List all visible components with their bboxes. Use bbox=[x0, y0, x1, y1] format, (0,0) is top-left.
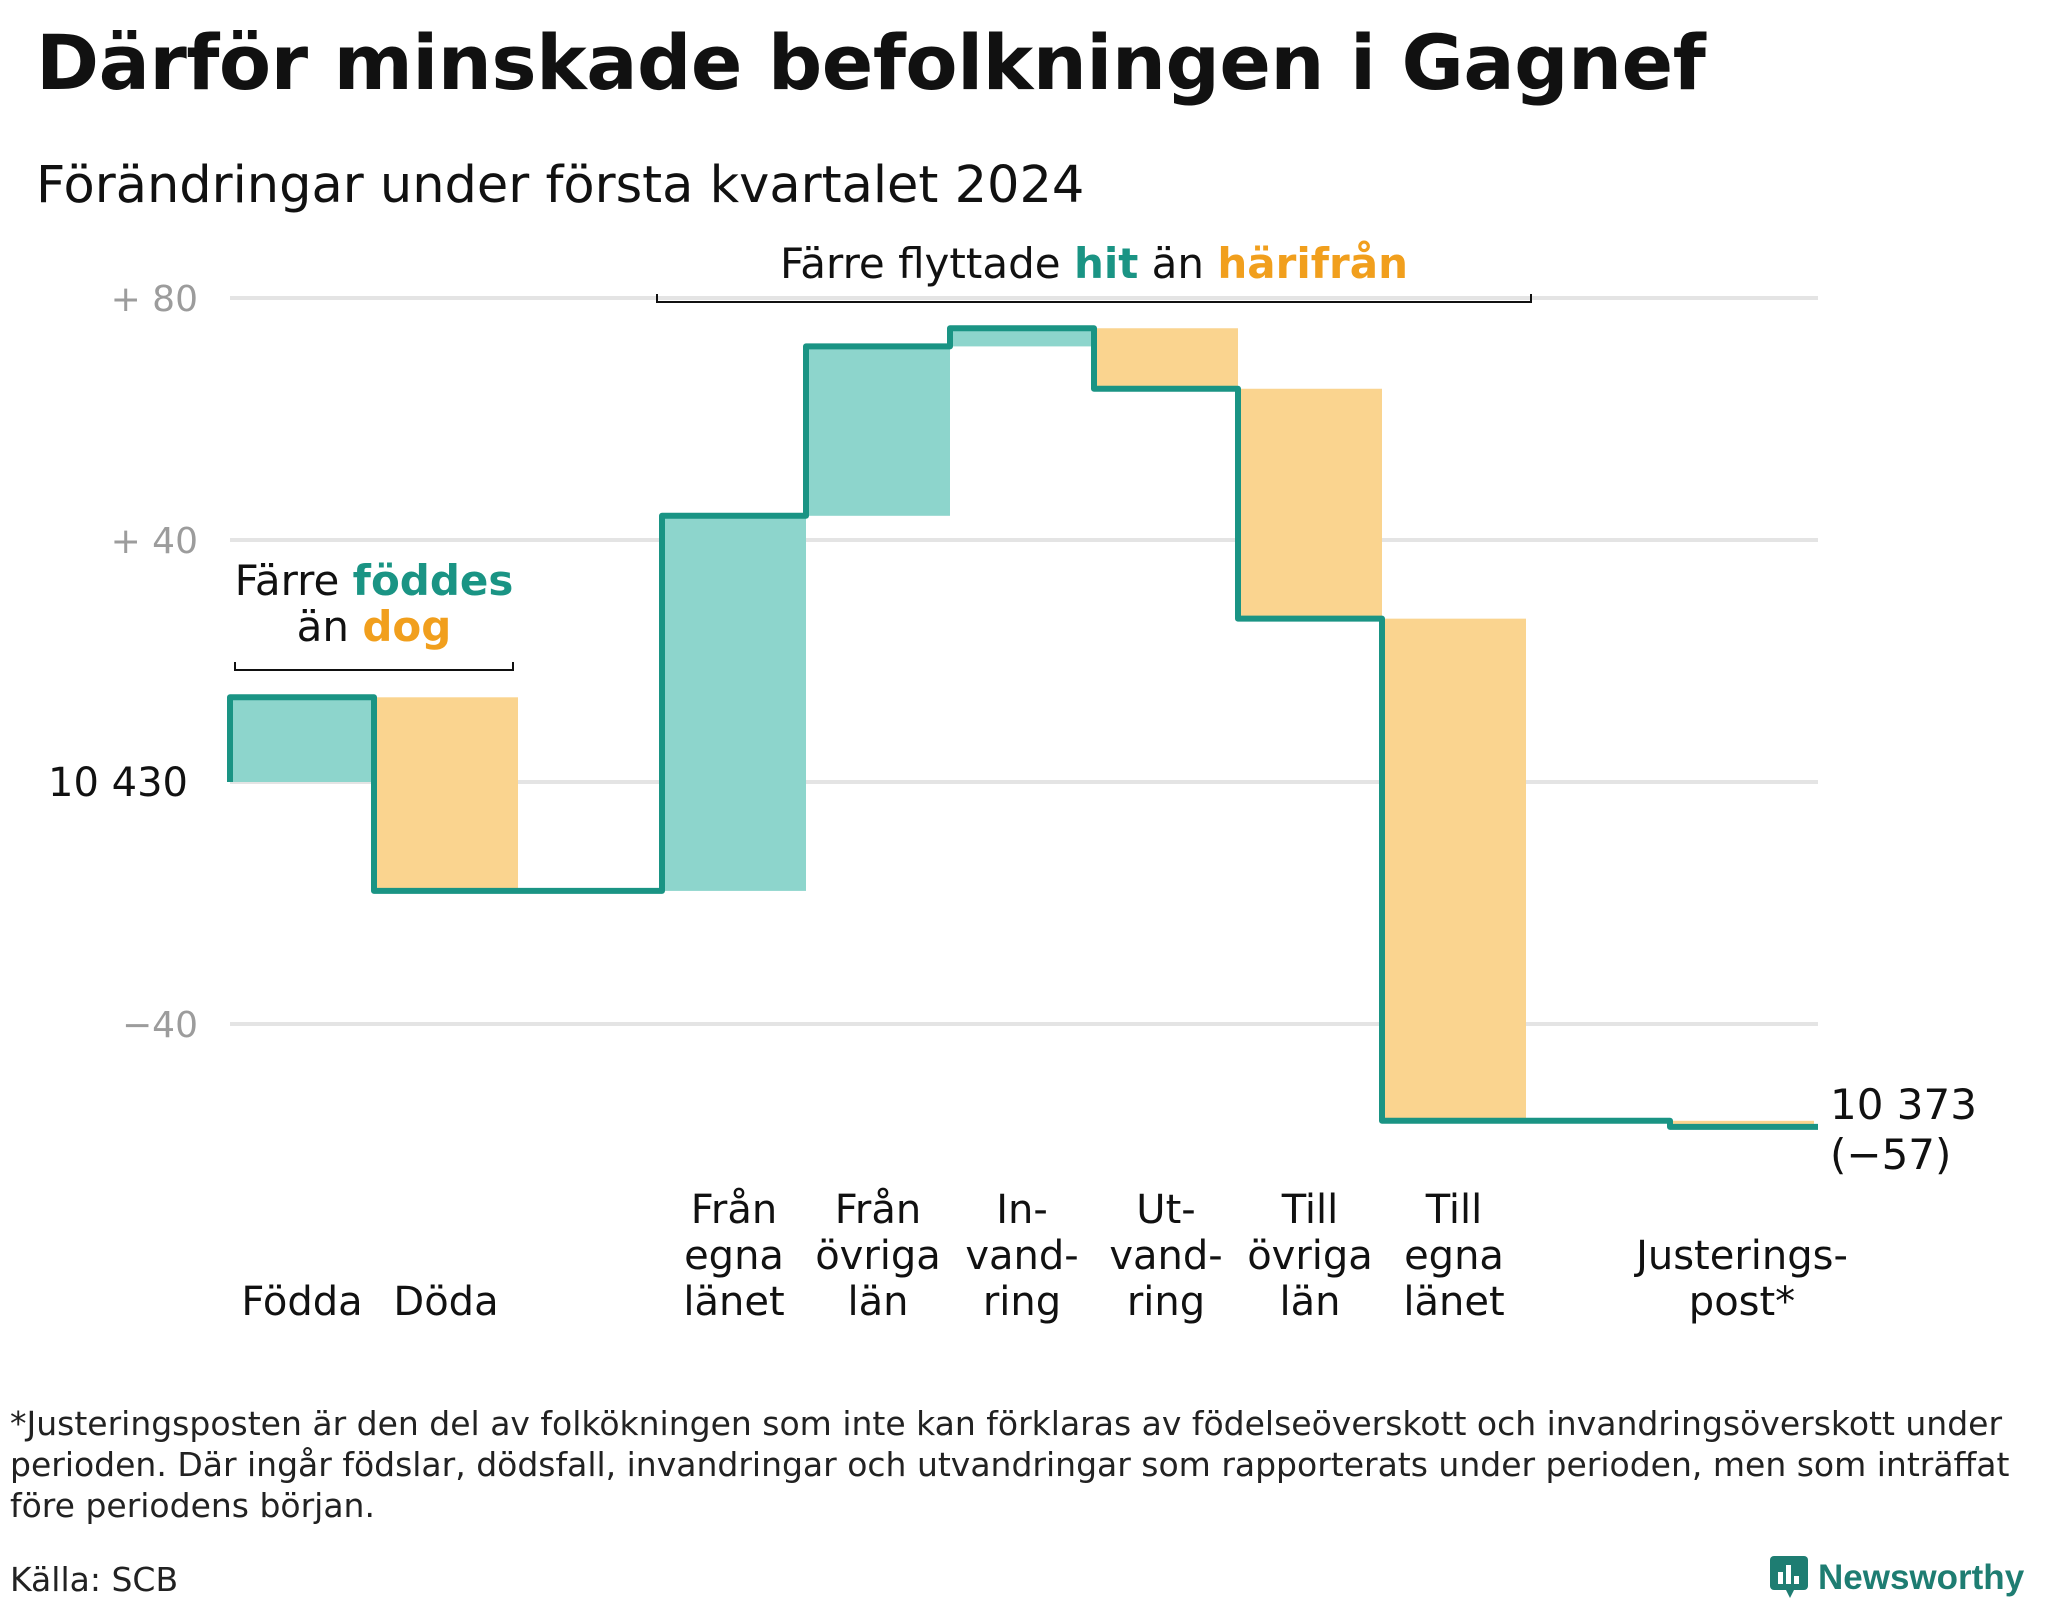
category-label: post* bbox=[1689, 1279, 1795, 1325]
category-label: Födda bbox=[241, 1279, 362, 1325]
annotation-part: härifrån bbox=[1217, 239, 1408, 288]
category-label: Från bbox=[835, 1187, 921, 1233]
category-label: In- bbox=[996, 1187, 1048, 1233]
annotation-part: än bbox=[297, 602, 363, 651]
grid-lines bbox=[230, 296, 1818, 1026]
annotation-part: föddes bbox=[353, 556, 514, 605]
waterfall-bar bbox=[374, 697, 518, 891]
category-label: Justerings- bbox=[1633, 1233, 1848, 1279]
y-tick-label: + 40 bbox=[111, 521, 198, 562]
waterfall-bar bbox=[1382, 618, 1526, 1121]
footnote: *Justeringsposten är den del av folkökni… bbox=[10, 1404, 2010, 1525]
category-label: vand- bbox=[1109, 1233, 1222, 1279]
start-value-label: 10 430 bbox=[48, 760, 188, 806]
annotation-part: Färre bbox=[235, 556, 353, 605]
category-label: vand- bbox=[965, 1233, 1078, 1279]
chart-subtitle: Förändringar under första kvartalet 2024 bbox=[36, 156, 1085, 215]
category-label: Ut- bbox=[1136, 1187, 1195, 1233]
y-tick-label: −40 bbox=[122, 1005, 198, 1046]
births-deaths-bracket bbox=[234, 662, 514, 671]
annotation-part: än bbox=[1138, 239, 1217, 288]
waterfall-bar bbox=[1670, 1120, 1814, 1127]
category-label: egna bbox=[1404, 1233, 1504, 1279]
category-label: ring bbox=[983, 1279, 1061, 1325]
y-tick-label: + 80 bbox=[111, 279, 198, 320]
category-label: ring bbox=[1127, 1279, 1205, 1325]
cumulative-line bbox=[227, 325, 1818, 1130]
chart-title: Därför minskade befolkningen i Gagnef bbox=[36, 18, 1706, 107]
brand-name: Newsworthy bbox=[1818, 1558, 2025, 1597]
category-label: Till bbox=[1425, 1187, 1483, 1233]
category-label: län bbox=[1280, 1279, 1341, 1325]
migration-annotation: Färre flyttade hit än härifrån bbox=[780, 239, 1408, 288]
waterfall-bar bbox=[806, 346, 950, 516]
waterfall-bar bbox=[950, 328, 1094, 347]
end-change-label: (−57) bbox=[1830, 1130, 1951, 1179]
annotation-part: dog bbox=[362, 602, 451, 651]
waterfall-bar bbox=[230, 697, 374, 782]
category-label: egna bbox=[684, 1233, 784, 1279]
category-label: övriga bbox=[815, 1233, 941, 1279]
annotation-part: Färre flyttade bbox=[780, 239, 1074, 288]
end-value-label: 10 373 bbox=[1830, 1080, 1977, 1129]
source: Källa: SCB bbox=[10, 1560, 179, 1599]
category-label: Från bbox=[691, 1187, 777, 1233]
running-total-line bbox=[227, 325, 1818, 1130]
bars bbox=[230, 328, 1814, 1127]
births-deaths-annotation-line2: än dog bbox=[297, 602, 452, 651]
newsworthy-icon bbox=[1770, 1556, 1808, 1598]
waterfall-bar bbox=[1094, 328, 1238, 389]
category-label: län bbox=[848, 1279, 909, 1325]
births-deaths-annotation-line1: Färre föddes bbox=[235, 556, 514, 605]
category-label: övriga bbox=[1247, 1233, 1373, 1279]
annotation-part: hit bbox=[1074, 239, 1138, 288]
category-label: länet bbox=[683, 1279, 784, 1325]
category-label: Döda bbox=[393, 1279, 498, 1325]
category-label: länet bbox=[1403, 1279, 1504, 1325]
migration-bracket bbox=[656, 294, 1532, 303]
brand-logo: Newsworthy bbox=[1770, 1556, 2024, 1600]
waterfall-bar bbox=[662, 515, 806, 891]
category-label: Till bbox=[1281, 1187, 1339, 1233]
waterfall-bar bbox=[1238, 388, 1382, 619]
